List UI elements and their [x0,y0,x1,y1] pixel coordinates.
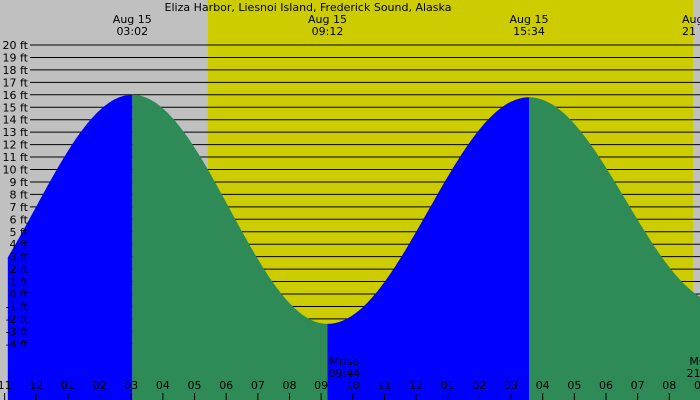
extreme-time-label: 21 [682,25,696,38]
y-tick-label: 0 ft [10,288,29,301]
x-tick-label: 12 [409,379,423,392]
moon-event-label: Mset [689,355,700,368]
moon-event-time: 09:44 [328,367,360,380]
y-tick-label: -1 ft [6,300,29,313]
y-tick-label: -4 ft [6,338,29,351]
y-tick-label: 20 ft [3,39,29,52]
y-tick-label: 16 ft [3,89,29,102]
extreme-time-label: 15:34 [513,25,545,38]
x-tick-label: 04 [536,379,550,392]
y-tick-label: 6 ft [10,213,29,226]
extreme-time-label: 09:12 [312,25,344,38]
extreme-date-label: Aug 15 [308,13,347,26]
y-tick-label: 3 ft [10,251,29,264]
x-tick-label: 01 [441,379,455,392]
y-tick-label: -3 ft [6,325,29,338]
x-axis-ticks [4,393,670,400]
x-axis-labels: 11 12 01 02 03 04 05 06 07 08 09 10 11 12 01 02 03 04 05 06… [0,379,700,392]
x-tick-label: 08 [283,379,297,392]
y-tick-label: 14 ft [3,114,29,127]
x-tick-label: 01 [61,379,75,392]
extreme-date-label: Aug 15 [510,13,549,26]
x-tick-label: 02 [472,379,486,392]
y-tick-label: 12 ft [3,139,29,152]
x-tick-label: 07 [251,379,265,392]
x-tick-label: 06 [219,379,233,392]
rising-tide-area [7,94,133,400]
x-tick-label: 09 [694,379,700,392]
y-tick-label: 7 ft [10,201,29,214]
y-tick-label: 18 ft [3,64,29,77]
falling-tide-area [529,97,700,400]
x-tick-label: 02 [93,379,107,392]
y-tick-label: 10 ft [3,164,29,177]
x-tick-label: 04 [156,379,170,392]
y-tick-label: 1 ft [10,276,29,289]
x-tick-label: 08 [662,379,676,392]
y-tick-label: 13 ft [3,126,29,139]
y-tick-label: 5 ft [10,226,29,239]
y-tick-label: 11 ft [3,151,29,164]
x-tick-label: 11 [0,379,12,392]
falling-tide-area [132,94,328,400]
x-tick-label: 09 [314,379,328,392]
x-tick-label: 03 [124,379,138,392]
extreme-date-label: Aug 15 [682,13,700,26]
moon-event-label: Mrise [330,355,360,368]
y-tick-label: 17 ft [3,76,29,89]
x-tick-label: 05 [188,379,202,392]
y-tick-label: 2 ft [10,263,29,276]
rising-tide-area [327,97,529,400]
chart-title: Eliza Harbor, Liesnoi Island, Frederick … [165,1,452,14]
extreme-date-label: Aug 15 [113,13,152,26]
x-tick-label: 07 [631,379,645,392]
x-tick-label: 03 [504,379,518,392]
y-tick-label: 15 ft [3,101,29,114]
x-tick-label: 10 [346,379,360,392]
x-tick-label: 05 [567,379,581,392]
extreme-time-label: 03:02 [116,25,148,38]
x-tick-label: 06 [599,379,613,392]
y-tick-label: 19 ft [3,51,29,64]
tide-area [7,94,700,400]
y-tick-label: 8 ft [10,188,29,201]
y-tick-label: 4 ft [10,238,29,251]
moon-event-time: 21:03 [687,367,700,380]
x-tick-label: 11 [377,379,391,392]
x-tick-label: 12 [29,379,43,392]
y-tick-label: 9 ft [10,176,29,189]
y-tick-label: -2 ft [6,313,29,326]
